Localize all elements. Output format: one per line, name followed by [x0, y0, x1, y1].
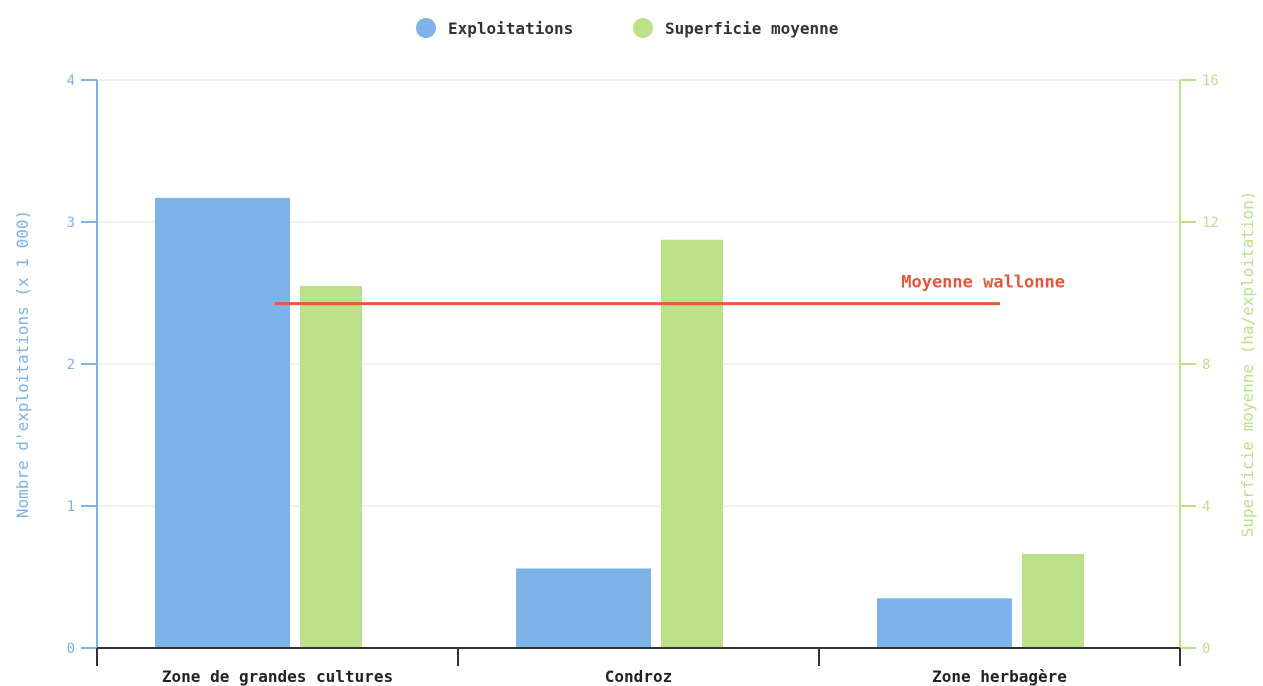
left-tick-label: 1 [67, 499, 75, 515]
right-tick-label: 0 [1202, 641, 1210, 657]
bar-exploitations [155, 197, 290, 649]
bar-exploitations [516, 568, 651, 648]
legend-marker [633, 18, 653, 38]
bars [155, 197, 1084, 649]
left-y-ticks: 0 1 2 3 4 [67, 73, 97, 657]
left-tick-label: 0 [67, 641, 75, 657]
left-tick-label: 3 [67, 215, 75, 231]
x-ticks: Zone de grandes cultures Condroz Zone herb… [96, 648, 1181, 686]
right-axis-title: Superficie moyenne (ha/exploitation) [1238, 191, 1257, 538]
legend-label: Superficie moyenne [665, 19, 838, 38]
average-annotation: Moyenne wallonne [275, 273, 1065, 306]
bar-superficie [661, 239, 723, 648]
right-tick-label: 8 [1202, 357, 1210, 373]
legend: Exploitations Superficie moyenne [416, 18, 838, 38]
legend-label: Exploitations [448, 19, 573, 38]
legend-marker [416, 18, 436, 38]
bar-superficie [300, 285, 362, 648]
category-label: Condroz [605, 667, 672, 686]
right-tick-label: 4 [1202, 499, 1210, 515]
right-y-ticks: 0 4 8 12 16 [1180, 73, 1219, 657]
left-tick-label: 4 [67, 73, 75, 89]
bar-exploitations [877, 598, 1012, 648]
average-label: Moyenne wallonne [901, 273, 1065, 293]
right-tick-label: 12 [1202, 215, 1219, 231]
right-tick-label: 16 [1202, 73, 1219, 89]
category-label: Zone de grandes cultures [162, 667, 393, 686]
left-tick-label: 2 [67, 357, 75, 373]
category-label: Zone herbagère [932, 667, 1067, 686]
left-axis-title: Nombre d'exploitations (x 1 000) [13, 210, 32, 518]
bar-superficie [1022, 553, 1084, 648]
